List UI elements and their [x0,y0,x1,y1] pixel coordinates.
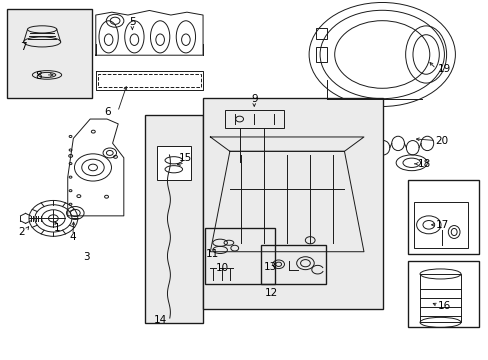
Text: 2: 2 [18,227,24,237]
Text: 13: 13 [263,262,276,272]
Text: 8: 8 [35,71,42,81]
Text: 6: 6 [104,107,111,117]
Bar [407,261,478,327]
Bar [316,28,327,39]
Text: 10: 10 [216,263,229,273]
Bar [7,9,92,98]
Bar [203,98,383,309]
Text: 15: 15 [178,153,191,163]
Bar [260,244,326,284]
Text: 19: 19 [437,64,450,74]
Text: 7: 7 [20,42,27,52]
Text: 20: 20 [434,136,447,145]
Bar [204,228,275,284]
Bar [157,146,190,180]
Text: 14: 14 [154,315,167,325]
Text: 16: 16 [437,301,450,311]
Bar [419,274,461,322]
Bar [413,202,467,248]
Text: 11: 11 [206,248,219,258]
Text: 9: 9 [250,94,257,104]
Text: 4: 4 [69,232,76,242]
Text: 17: 17 [435,220,448,230]
Text: 3: 3 [82,252,89,262]
Bar [224,110,283,128]
Text: 1: 1 [53,224,60,233]
Text: 12: 12 [264,288,277,298]
Bar [407,180,478,253]
Text: 18: 18 [416,159,430,169]
Bar [144,116,203,323]
Text: 5: 5 [129,17,135,27]
Bar [98,73,201,87]
Bar [316,47,327,62]
